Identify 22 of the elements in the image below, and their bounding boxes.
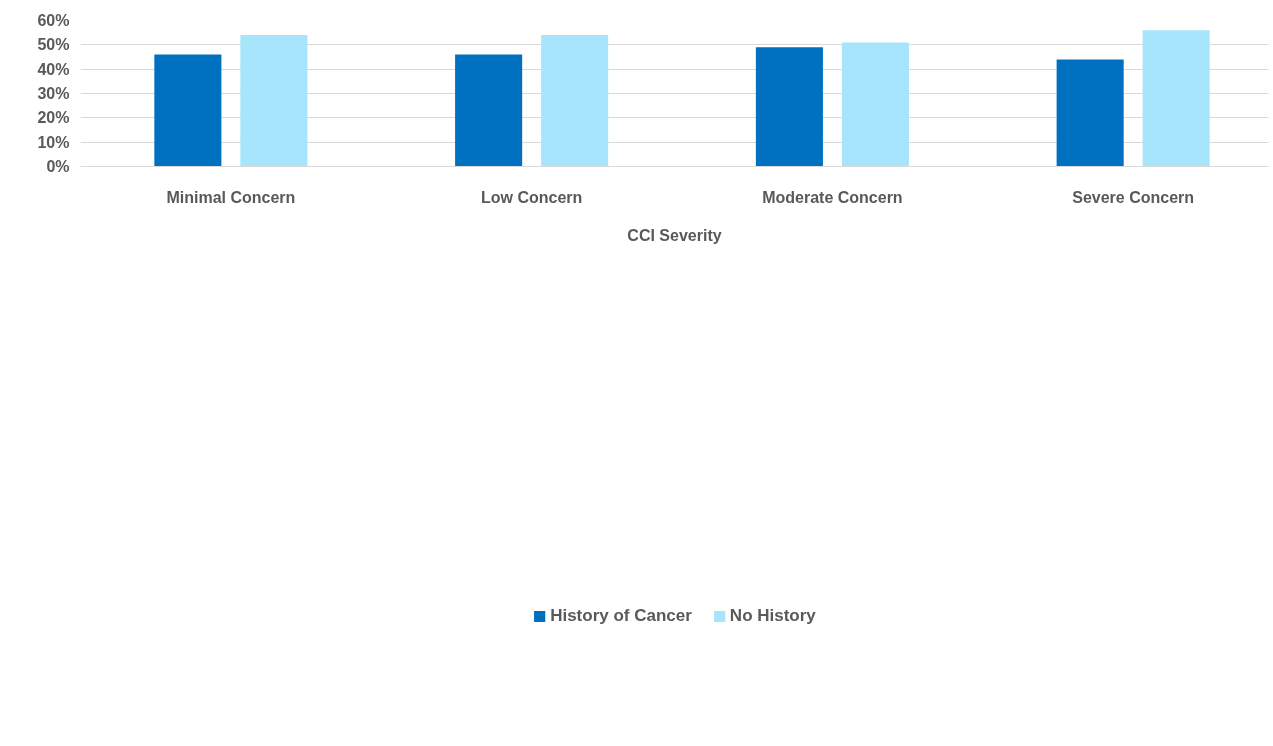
bar: [240, 35, 308, 167]
y-tick-label: 60%: [37, 12, 70, 29]
x-tick-label: Moderate Concern: [762, 188, 903, 206]
bar: [755, 47, 823, 167]
bar: [1142, 30, 1210, 167]
y-tick-label: 50%: [37, 36, 70, 54]
bar: [455, 54, 523, 167]
bar: [541, 35, 609, 167]
y-tick-label: 10%: [37, 133, 70, 151]
y-tick-label: 20%: [37, 109, 70, 127]
bar: [1056, 59, 1124, 167]
bar: [841, 42, 909, 167]
y-tick-label: 0%: [46, 158, 70, 175]
y-tick-label: 30%: [37, 85, 70, 102]
x-tick-label: Low Concern: [480, 188, 583, 206]
x-tick-label: Severe Concern: [1072, 188, 1195, 206]
legend-label: No History: [729, 606, 816, 626]
bar: [154, 54, 222, 167]
y-tick-label: 40%: [37, 60, 70, 78]
legend-label: History of Cancer: [550, 606, 692, 626]
x-axis-title: CCI Severity: [627, 226, 722, 244]
x-tick-label: Minimal Concern: [166, 188, 296, 206]
